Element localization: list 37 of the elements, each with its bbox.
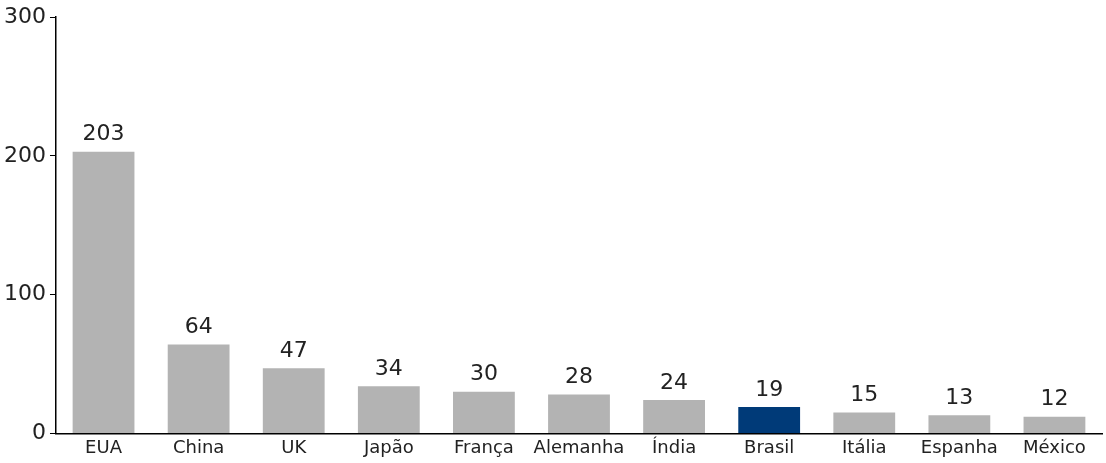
- data-label: 203: [82, 120, 125, 146]
- bar: [262, 368, 325, 433]
- bar: [357, 386, 420, 433]
- data-label: 34: [374, 354, 403, 380]
- bar: [833, 412, 896, 433]
- x-tick-label: Espanha: [920, 435, 998, 457]
- bar: [72, 151, 135, 433]
- x-tick-label: Brasil: [744, 435, 795, 457]
- x-tick-label: França: [454, 435, 514, 457]
- x-tick-label: EUA: [85, 435, 123, 457]
- data-label: 47: [279, 336, 308, 362]
- bar: [1023, 416, 1086, 433]
- x-tick-label: UK: [281, 435, 308, 457]
- data-label: 64: [184, 313, 213, 339]
- y-tick-label: 0: [31, 419, 46, 445]
- bar: [167, 344, 230, 433]
- x-tick-label: México: [1023, 435, 1086, 457]
- bar: [643, 400, 705, 433]
- x-tick-label: Itália: [842, 435, 887, 457]
- x-tick-label: Alemanha: [533, 435, 625, 457]
- y-tick-label: 100: [3, 280, 46, 306]
- data-label: 19: [755, 375, 784, 401]
- data-label: 28: [565, 363, 593, 389]
- x-tick-label: Índia: [651, 435, 697, 457]
- y-tick-label: 300: [3, 2, 46, 28]
- data-label: 12: [1040, 385, 1069, 411]
- data-label: 24: [660, 368, 689, 394]
- data-label: 30: [469, 360, 498, 386]
- x-tick-label: Japão: [362, 435, 414, 457]
- y-tick-label: 200: [3, 141, 46, 167]
- bar: [738, 407, 801, 433]
- data-label: 15: [850, 381, 879, 407]
- x-tick-label: China: [172, 435, 225, 457]
- data-label: 13: [945, 384, 974, 410]
- bar: [548, 394, 610, 433]
- bar: [928, 415, 991, 433]
- bar: [453, 391, 515, 433]
